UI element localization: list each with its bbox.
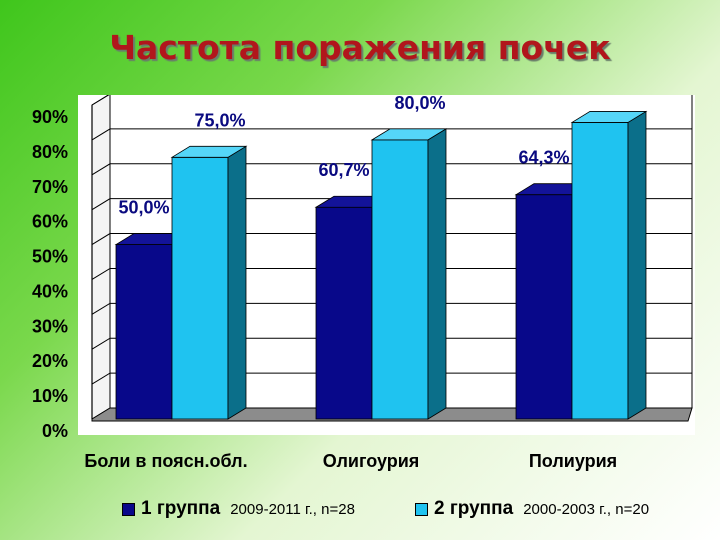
bar-side [627,110,647,420]
gridline [91,302,692,315]
y-tick-label: 50% [32,247,68,267]
gridline [91,95,110,106]
legend-swatch-group1 [122,502,135,516]
legend-group2-period: 2000-2003 г., n=20 [523,500,650,518]
legend-item-group1: 1 группа 2009-2011 г., n=28 [122,498,355,520]
legend-group1-label: 1 группа [141,498,221,519]
bar [371,139,429,420]
bar-top [570,111,648,123]
bar-chart: 50,0%75,0%60,7%80,0%64,3%85,0% [91,95,693,422]
bar [571,122,629,420]
page-title: Частота поражения почек [109,28,611,67]
y-tick-label: 80% [32,142,68,162]
bar [315,206,373,420]
data-label: 80,0% [394,95,445,113]
data-label: 50,0% [118,198,169,218]
y-tick-label: 60% [32,212,68,232]
side-wall [91,95,111,420]
chart-plot-area: 50,0%75,0%60,7%80,0%64,3%85,0% [78,95,695,435]
x-category-label: Олигоурия [323,451,420,471]
gridline [91,233,692,245]
data-label: 64,3% [518,148,569,168]
gridline [91,128,692,141]
data-label: 75,0% [194,110,245,130]
gridline [91,198,692,211]
y-tick-label: 30% [32,316,68,336]
legend-item-group2: 2 группа 2000-2003 г., n=20 [415,498,649,520]
y-tick-label: 90% [32,107,68,127]
y-tick-label: 20% [32,351,68,371]
y-tick-label: 70% [32,177,68,197]
data-label: 60,7% [318,160,369,180]
x-category-label: Полиурия [529,451,617,471]
legend-group1-period: 2009-2011 г., n=28 [230,500,355,518]
gridline [91,163,692,176]
bar-top [170,145,248,158]
bar-side [227,145,247,420]
legend-group2-label: 2 группа [434,498,514,519]
gridline [91,267,692,280]
gridline [91,372,692,385]
bar [171,156,229,420]
legend-swatch-group2 [415,502,428,516]
bar-top [370,128,448,141]
bar [515,194,573,420]
x-category-label: Боли в поясн.обл. [84,451,247,471]
y-tick-label: 10% [32,386,68,406]
y-tick-label: 0% [42,421,68,441]
y-tick-label: 40% [32,281,68,301]
bar [115,244,173,420]
bar-side [427,128,447,420]
gridline [91,337,692,350]
